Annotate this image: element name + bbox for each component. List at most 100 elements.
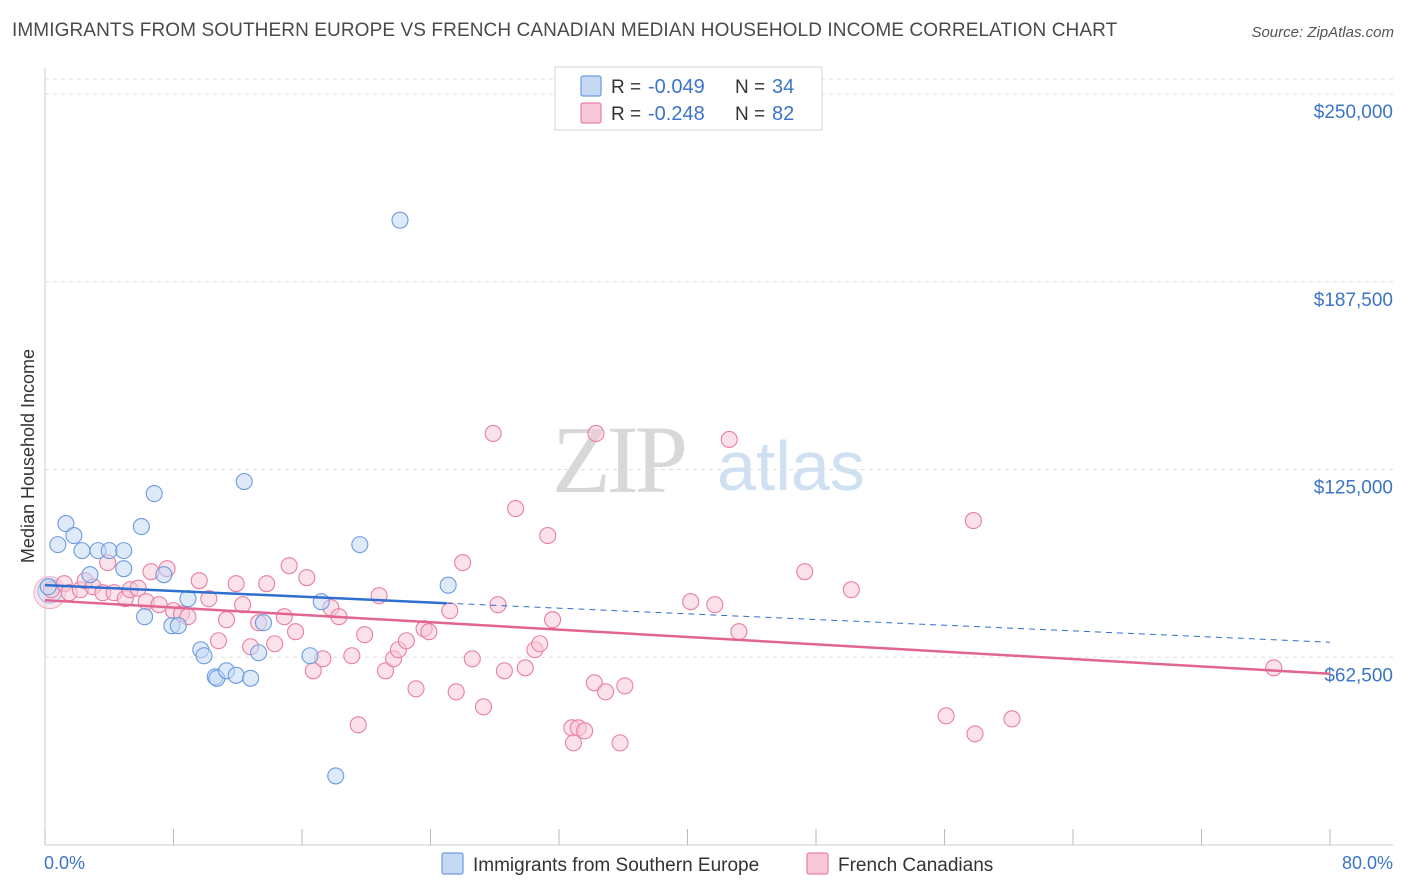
data-point-pink (706, 596, 724, 614)
data-point-pink (280, 557, 298, 575)
data-point-pink (539, 527, 557, 545)
data-point-pink (258, 575, 276, 593)
data-point-blue (301, 647, 319, 665)
chart-title: IMMIGRANTS FROM SOUTHERN EUROPE VS FRENC… (12, 20, 1118, 41)
gridlines (45, 78, 1393, 658)
watermark-zip: ZIP (552, 406, 685, 513)
x-tick-label-min: 0.0% (44, 853, 85, 873)
data-point-blue (73, 542, 91, 560)
series-swatch-blue (441, 852, 464, 875)
data-point-pink (495, 662, 513, 680)
legend-r-value-blue: -0.049 (648, 76, 705, 98)
data-point-pink (544, 611, 562, 629)
data-point-pink (474, 698, 493, 716)
series-label-pink: French Canadians (838, 855, 993, 876)
y-tick-label: $62,500 (1324, 665, 1393, 686)
legend-n-value-pink: 82 (772, 103, 794, 125)
data-point-pink (842, 581, 860, 599)
data-point-pink (585, 674, 603, 692)
series-legend: Immigrants from Southern Europe French C… (441, 852, 993, 876)
data-point-pink (597, 683, 615, 701)
data-point-blue (115, 542, 133, 560)
data-point-pink (376, 662, 395, 680)
data-point-pink (356, 626, 374, 644)
data-point-pink (966, 725, 984, 743)
data-point-pink (217, 611, 236, 629)
data-point-pink (484, 424, 502, 443)
y-tick-labels: $62,500 $125,000 $187,500 $250,000 (1314, 102, 1393, 686)
y-axis-label: Median Household Income (18, 349, 38, 563)
legend-r-label-pink: R = (611, 104, 641, 125)
data-point-pink (454, 554, 472, 572)
data-point-blue (351, 536, 369, 554)
data-point-blue (235, 472, 253, 491)
y-tick-label: $250,000 (1314, 102, 1393, 123)
watermark-atlas: atlas (717, 427, 865, 505)
data-point-blue (227, 666, 245, 684)
data-point-blue (195, 647, 213, 665)
data-point-pink (796, 563, 814, 581)
data-point-pink (209, 632, 228, 650)
data-point-pink (227, 575, 245, 593)
data-point-blue (155, 566, 173, 584)
data-point-pink (463, 650, 481, 668)
data-point-pink (441, 602, 459, 620)
data-point-pink (447, 683, 465, 701)
data-point-pink (531, 635, 549, 653)
trend-lines (44, 583, 1331, 676)
data-point-pink (266, 635, 284, 653)
data-point-blue (145, 485, 163, 503)
data-point-pink (150, 596, 168, 614)
trend-line-blue-extension (446, 602, 1331, 643)
x-tick-label-max: 80.0% (1342, 853, 1393, 873)
data-point-pink (576, 722, 594, 740)
data-point-pink (516, 659, 534, 677)
legend-n-value-blue: 34 (772, 76, 794, 98)
data-point-blue (100, 542, 118, 560)
data-point-blue (49, 536, 67, 554)
data-point-blue (115, 560, 133, 578)
data-point-pink (1003, 710, 1021, 728)
data-point-pink (720, 430, 738, 449)
data-point-blue (57, 515, 75, 533)
data-point-blue (132, 518, 150, 536)
data-point-blue (254, 614, 273, 632)
data-point-pink (1265, 659, 1283, 677)
data-point-blue (250, 644, 268, 662)
watermark: ZIP atlas (552, 406, 865, 513)
x-ticks (44, 829, 1331, 845)
data-point-blue (439, 576, 457, 594)
data-point-pink (489, 596, 507, 614)
data-point-pink (287, 623, 305, 641)
data-point-pink (397, 632, 415, 650)
data-point-pink (298, 569, 316, 587)
data-point-pink (682, 593, 700, 611)
data-point-pink (730, 623, 748, 641)
y-tick-label: $125,000 (1314, 478, 1393, 499)
axes (44, 68, 1393, 846)
correlation-legend: R = -0.049 N = 34 R = -0.248 N = 82 (554, 66, 823, 131)
data-point-pink (937, 707, 955, 725)
data-point-blue (81, 566, 99, 584)
trend-line-blue (44, 583, 447, 605)
data-point-pink (200, 590, 218, 608)
data-point-pink (611, 734, 629, 752)
data-point-blue (327, 767, 345, 785)
legend-swatch-pink (580, 102, 602, 124)
data-point-blue (391, 211, 409, 229)
data-point-pink (587, 424, 605, 443)
legend-n-label-blue: N = (735, 77, 765, 98)
data-point-pink (407, 680, 425, 698)
series-swatch-pink (806, 852, 829, 875)
data-point-blue (242, 669, 260, 687)
y-tick-label: $187,500 (1314, 290, 1393, 311)
data-point-pink (420, 623, 438, 641)
series-label-blue: Immigrants from Southern Europe (473, 855, 759, 876)
data-point-pink (964, 512, 982, 530)
data-point-blue (169, 617, 187, 635)
legend-n-label-pink: N = (735, 104, 765, 125)
trend-line-pink (44, 598, 1331, 676)
data-point-pink (349, 716, 367, 734)
data-point-pink (616, 677, 634, 695)
